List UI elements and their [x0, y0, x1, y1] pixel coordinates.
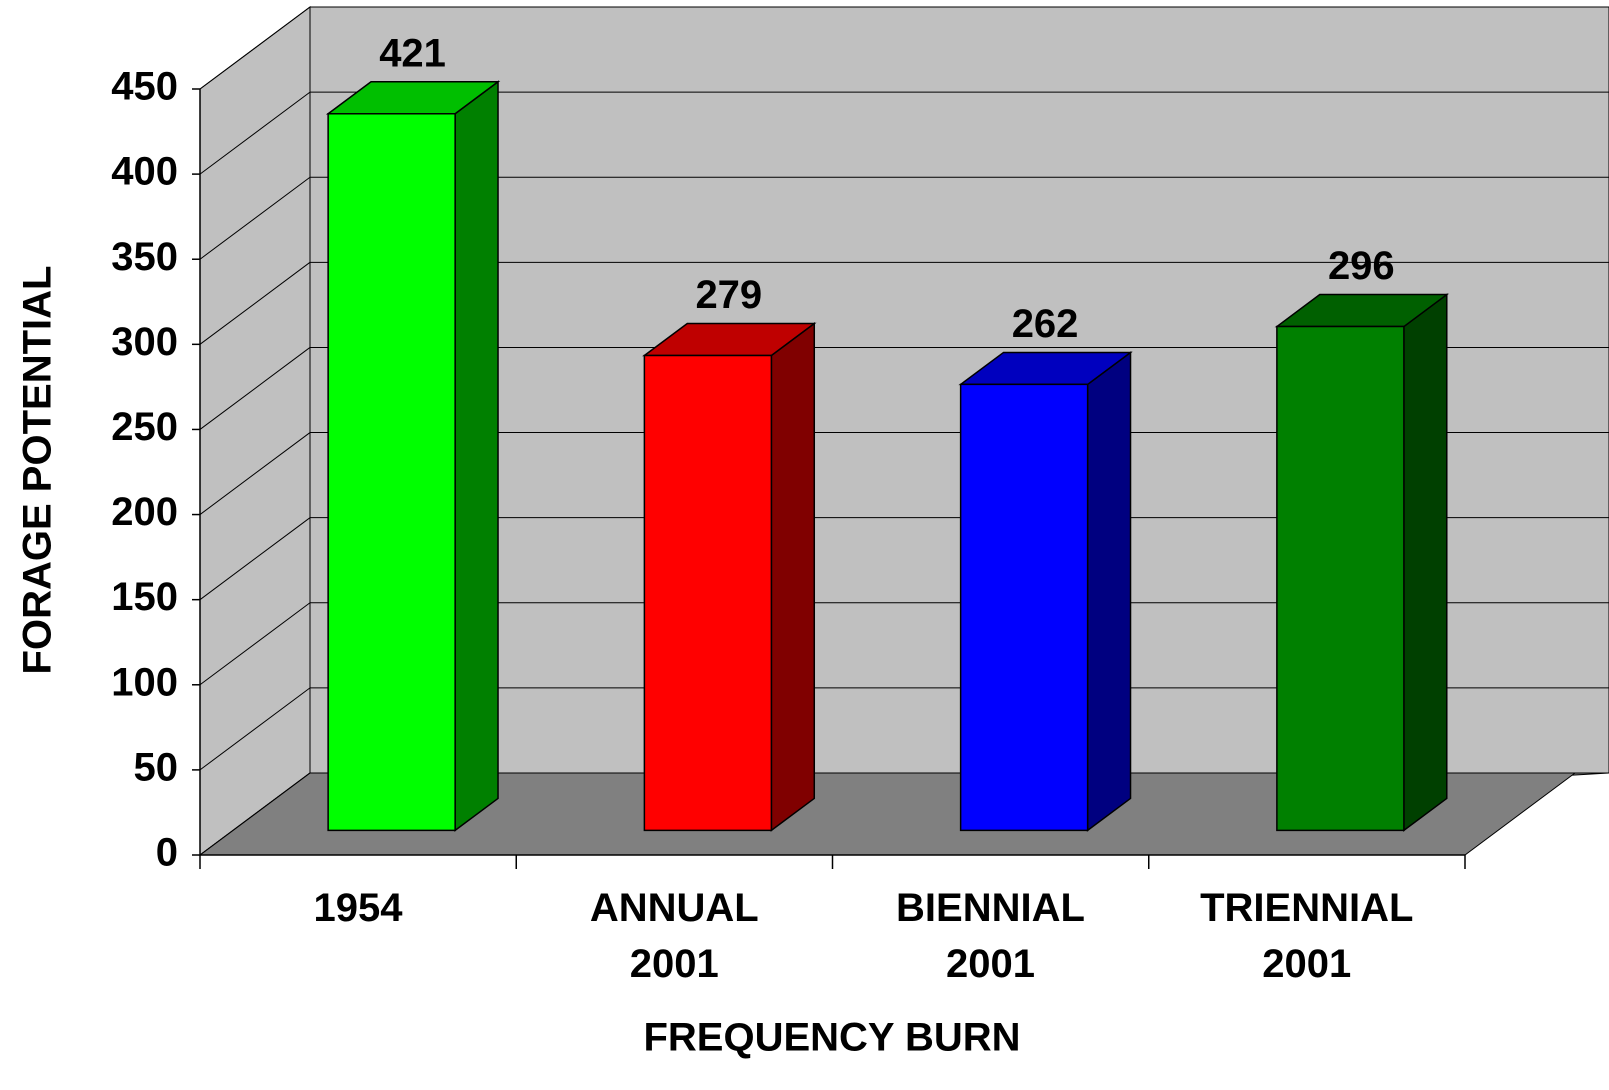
y-axis-label: FORAGE POTENTIAL — [16, 266, 60, 675]
y-tick-label: 350 — [111, 235, 178, 279]
grid-line — [199, 687, 311, 771]
x-tick-label: TRIENNIAL 2001 — [1200, 886, 1414, 986]
grid-line — [199, 347, 311, 430]
bar — [643, 354, 773, 832]
side-wall — [199, 6, 311, 856]
value-label: 279 — [695, 273, 762, 317]
y-tick-label: 450 — [111, 65, 178, 109]
value-label: 296 — [1328, 244, 1395, 288]
x-tick-label: ANNUAL 2001 — [589, 886, 759, 986]
y-tick-label: 0 — [156, 831, 178, 875]
grid-line — [199, 176, 311, 260]
y-tick-label: 50 — [134, 745, 179, 789]
grid-line — [199, 772, 311, 856]
grid-line — [199, 602, 311, 686]
y-tick-label: 150 — [111, 575, 178, 619]
y-tick-label: 100 — [111, 660, 178, 704]
grid-line — [199, 6, 311, 90]
y-tick-label: 300 — [111, 320, 178, 364]
bar — [959, 383, 1089, 832]
grid-line — [199, 517, 311, 601]
grid-line — [199, 91, 311, 175]
x-axis-label: FREQUENCY BURN — [643, 1016, 1020, 1060]
bar-side — [1086, 350, 1132, 832]
y-tick-label: 400 — [111, 150, 178, 194]
y-tick-label: 200 — [111, 490, 178, 534]
y-tick-label: 250 — [111, 405, 178, 449]
x-tick-label: 1954 — [313, 886, 403, 930]
bar-side — [770, 322, 816, 832]
bar — [1276, 325, 1405, 832]
grid-line — [199, 432, 311, 515]
grid-line — [199, 261, 311, 345]
x-tick-label: BIENNIAL 2001 — [896, 886, 1085, 986]
bar-side — [1403, 293, 1448, 832]
bar — [327, 113, 456, 832]
value-label: 421 — [379, 31, 446, 75]
bar-side — [454, 80, 499, 832]
value-label: 262 — [1012, 302, 1079, 346]
